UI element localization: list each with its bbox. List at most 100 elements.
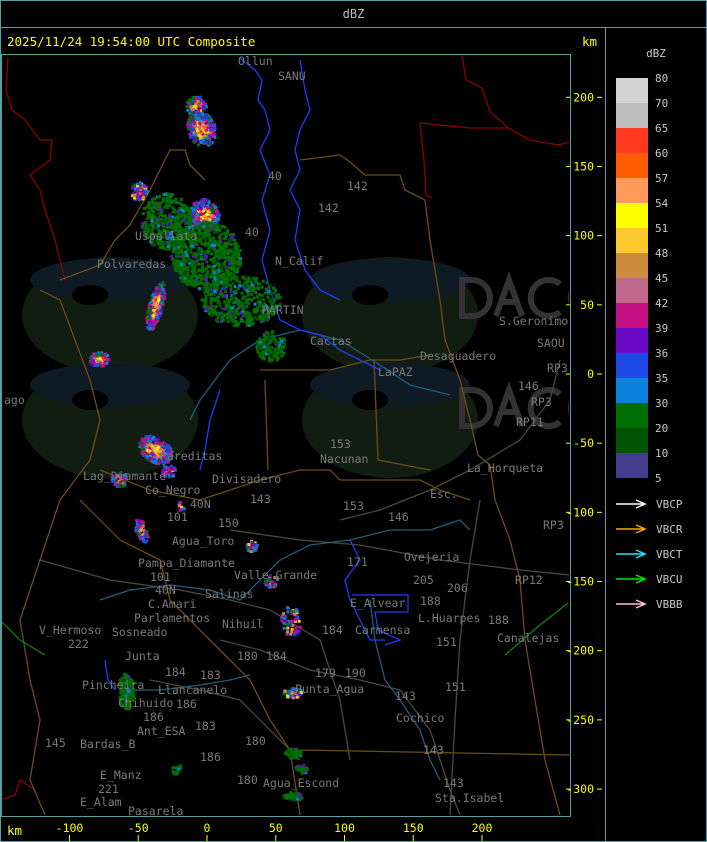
echo-pixel	[194, 225, 198, 229]
echo-pixel	[289, 747, 293, 751]
echo-pixel	[273, 350, 277, 354]
echo-pixel	[218, 229, 222, 233]
place-label: Llancanelo	[158, 683, 227, 697]
echo-pixel	[294, 626, 298, 630]
echo-pixel	[174, 245, 178, 249]
echo-pixel	[245, 289, 249, 293]
echo-pixel	[261, 316, 265, 320]
echo-pixel	[181, 236, 185, 240]
place-label: Co_Negro	[145, 483, 200, 497]
echo-pixel	[229, 290, 233, 293]
echo-pixel	[271, 330, 275, 334]
echo-pixel	[266, 318, 270, 322]
echo-pixel	[290, 630, 294, 633]
dacc-logo-eye	[72, 390, 108, 410]
echo-pixel	[242, 311, 246, 315]
place-label: 205	[413, 573, 434, 587]
echo-pixel	[212, 271, 216, 274]
echo-pixel	[241, 297, 245, 301]
echo-pixel	[278, 342, 282, 346]
echo-pixel	[172, 260, 176, 264]
echo-pixel	[169, 226, 173, 230]
echo-pixel	[201, 129, 206, 134]
echo-pixel	[293, 618, 297, 622]
radar-legend-item: VBBB	[616, 598, 683, 611]
echo-pixel	[268, 284, 272, 288]
echo-pixel	[282, 626, 286, 630]
echo-pixel	[229, 248, 233, 252]
echo-pixel	[200, 268, 204, 272]
echo-pixel	[157, 216, 161, 219]
colorbar-label: 57	[655, 172, 668, 185]
dacc-watermark-logo	[22, 257, 569, 478]
echo-pixel	[195, 262, 199, 266]
echo-pixel	[290, 750, 294, 754]
echo-pixel	[178, 276, 182, 280]
echo-pixel	[151, 201, 155, 204]
echo-pixel	[264, 352, 268, 356]
echo-pixel	[182, 233, 186, 237]
colorbar-bin	[616, 403, 648, 428]
echo-pixel	[280, 615, 284, 619]
echo-pixel	[152, 215, 156, 219]
echo-pixel	[146, 535, 151, 539]
place-label: SAOU	[537, 336, 565, 350]
echo-pixel	[273, 576, 277, 580]
echo-pixel	[173, 258, 177, 262]
echo-pixel	[199, 212, 204, 217]
echo-pixel	[171, 193, 174, 196]
place-label: 146	[518, 379, 539, 393]
echo-pixel	[217, 257, 221, 261]
echo-pixel	[191, 232, 195, 236]
echo-pixel	[189, 234, 193, 237]
echo-pixel	[170, 237, 174, 241]
echo-pixel	[268, 574, 272, 578]
echo-pixel	[137, 524, 142, 529]
echo-pixel	[95, 356, 99, 360]
echo-pixel	[195, 276, 199, 280]
echo-pixel	[206, 223, 210, 227]
echo-pixel	[207, 247, 211, 251]
radar-echo-cell	[160, 464, 177, 479]
colorbar-bin	[616, 378, 648, 403]
echo-pixel	[153, 289, 158, 293]
echo-pixel	[206, 308, 210, 312]
echo-pixel	[293, 632, 297, 636]
echo-pixel	[148, 320, 153, 325]
echo-pixel	[177, 255, 181, 259]
echo-pixel	[145, 235, 149, 239]
radar-map-frame[interactable]	[1, 54, 571, 817]
echo-pixel	[254, 543, 258, 547]
echo-pixel	[185, 267, 189, 271]
echo-pixel	[191, 135, 195, 140]
echo-pixel	[146, 314, 151, 318]
echo-pixel	[114, 474, 118, 478]
echo-pixel	[281, 337, 285, 341]
echo-pixel	[175, 260, 178, 264]
echo-pixel	[304, 769, 308, 773]
echo-pixel	[103, 361, 106, 365]
echo-pixel	[150, 293, 155, 298]
echo-pixel	[212, 308, 216, 312]
echo-pixel	[229, 312, 233, 316]
echo-pixel	[205, 249, 209, 253]
echo-pixel	[174, 268, 177, 272]
echo-pixel	[128, 689, 132, 693]
echo-pixel	[141, 221, 145, 225]
echo-pixel	[272, 309, 276, 313]
echo-pixel	[120, 691, 123, 694]
echo-pixel	[149, 235, 153, 239]
echo-pixel	[178, 260, 182, 264]
echo-pixel	[237, 322, 240, 326]
echo-pixel	[180, 263, 183, 267]
echo-pixel	[223, 225, 227, 229]
echo-pixel	[294, 753, 298, 757]
echo-pixel	[218, 255, 222, 259]
boundary-line	[299, 154, 561, 815]
echo-pixel	[265, 312, 268, 316]
echo-pixel	[174, 254, 178, 258]
echo-pixel	[121, 680, 125, 684]
echo-pixel	[186, 108, 190, 112]
echo-pixel	[227, 259, 231, 263]
